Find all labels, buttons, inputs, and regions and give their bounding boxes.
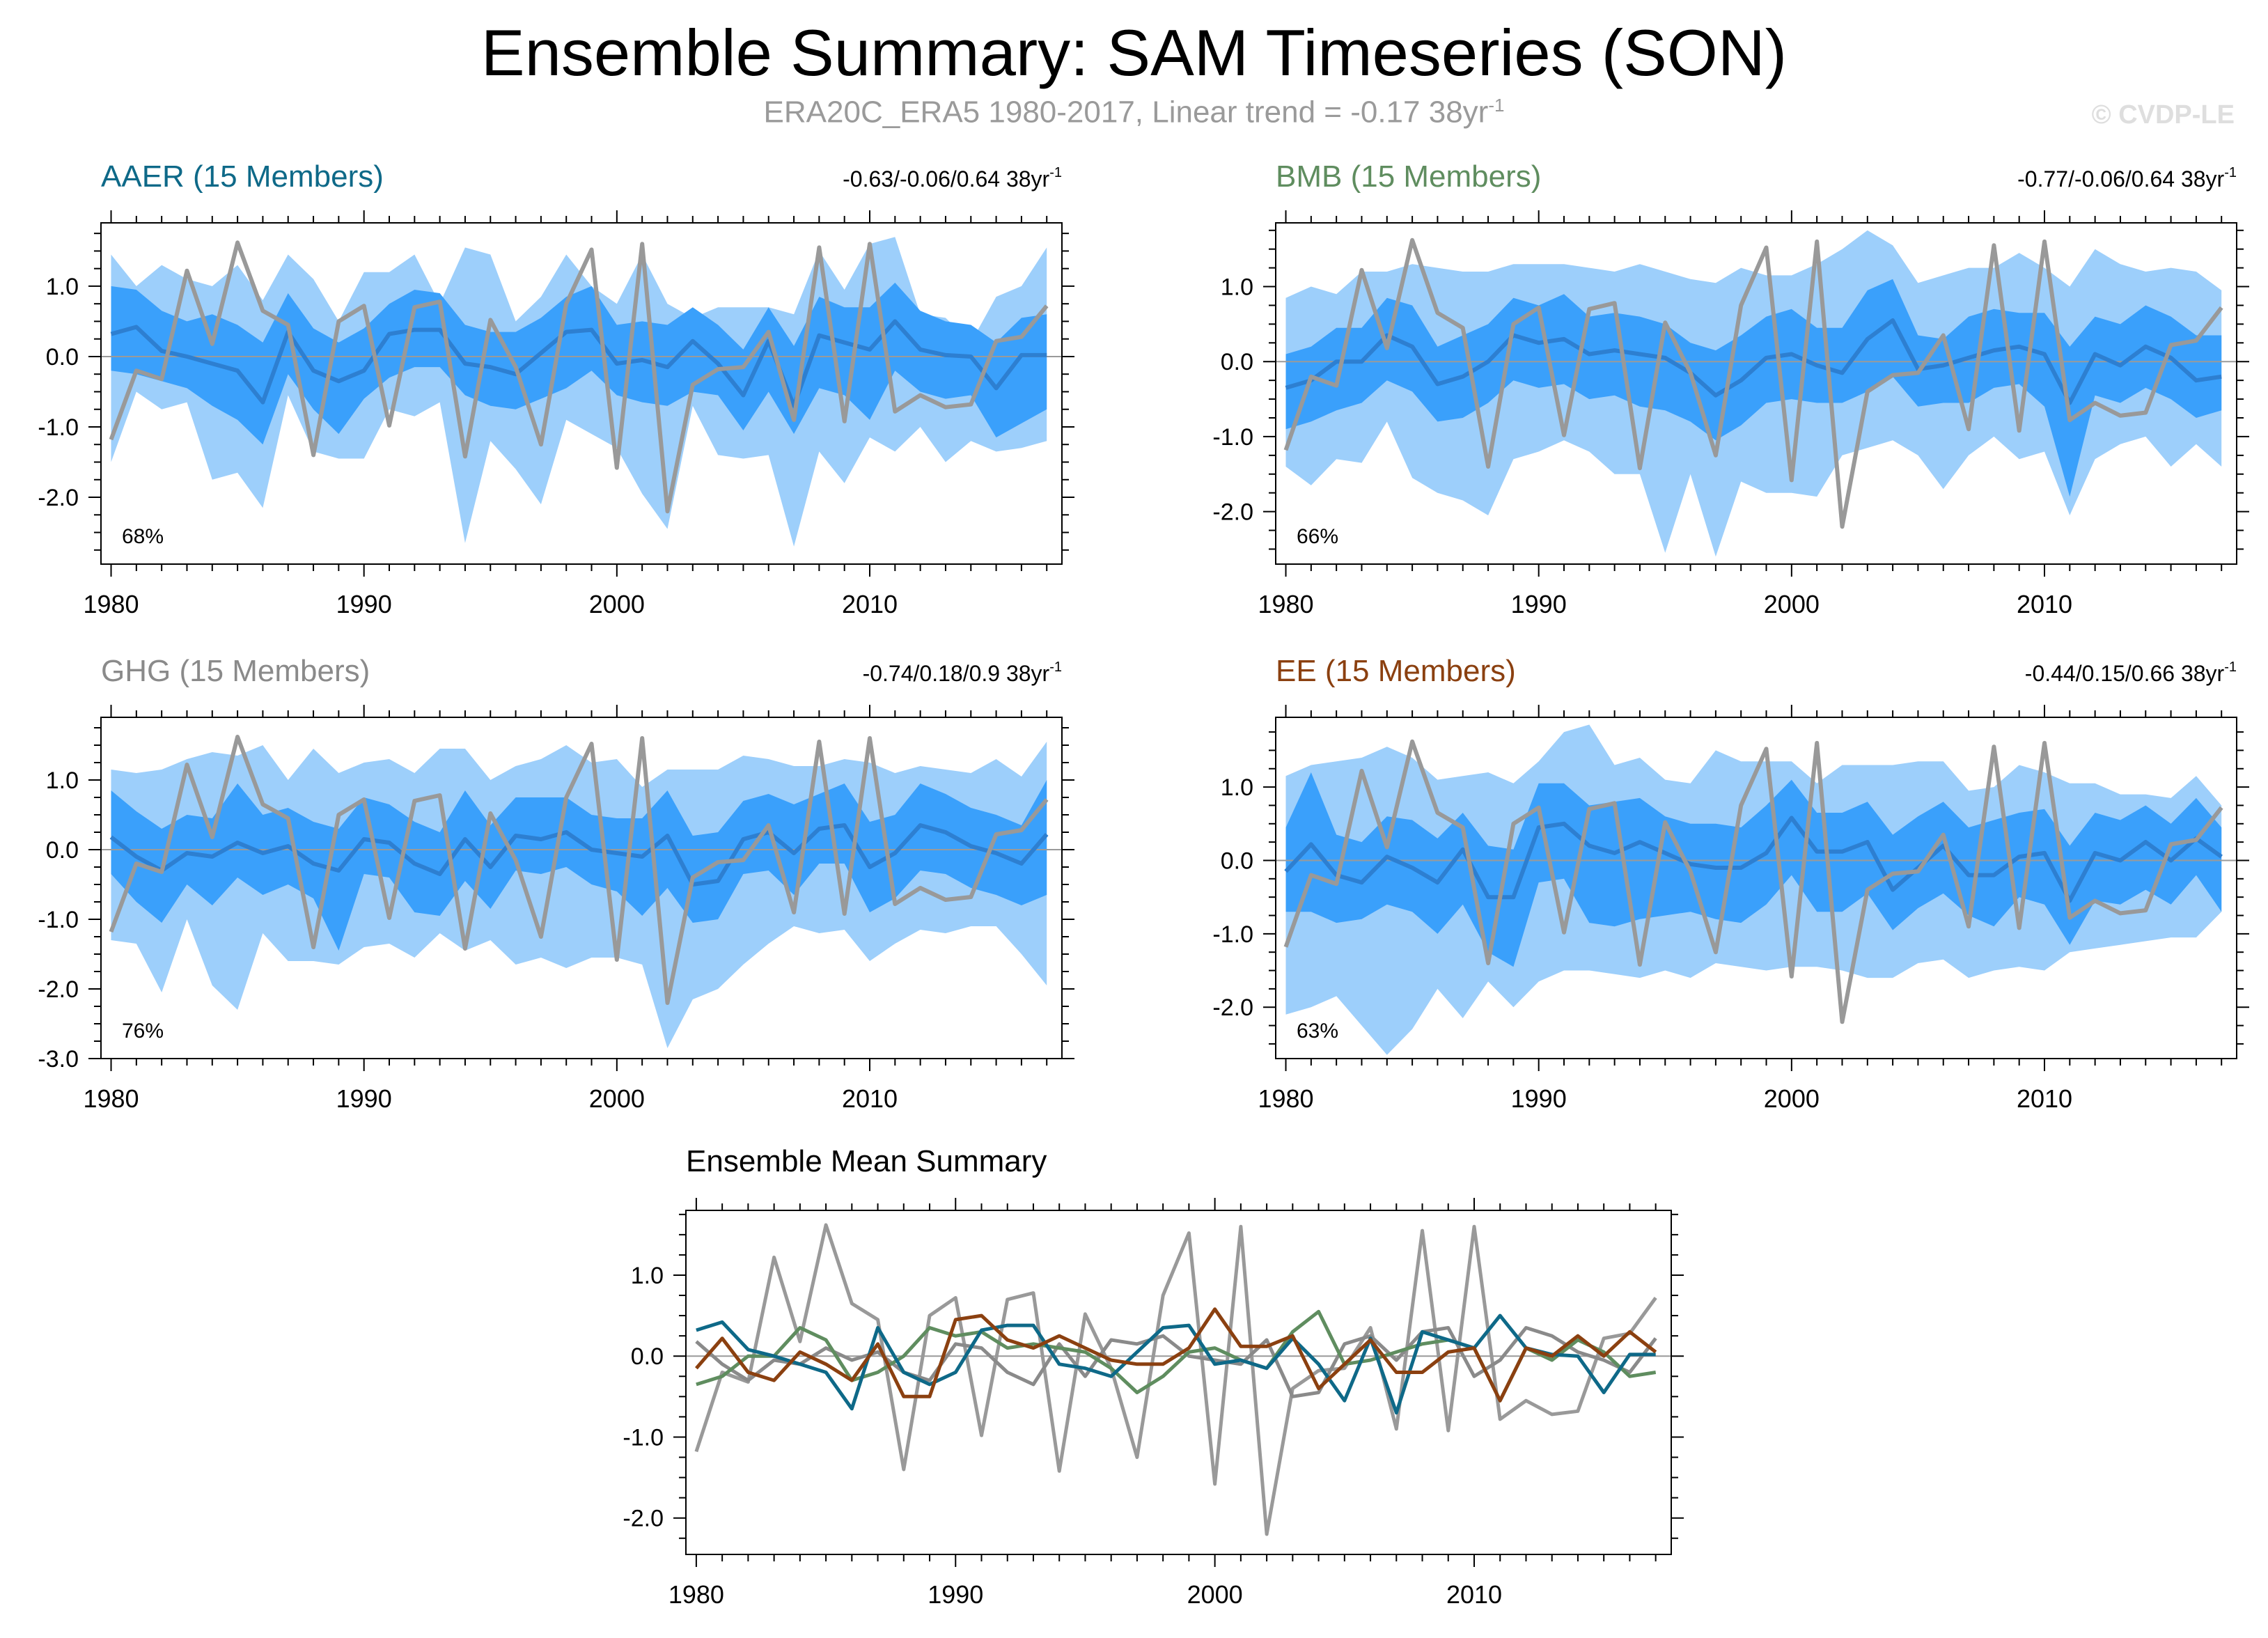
inner-spread-band [1285,772,2222,967]
plot-area [686,1223,1671,1536]
plot-frame [100,717,1063,1059]
plot-frame [1275,222,2237,565]
y-tick-label: 1.0 [631,1263,664,1289]
series-line-aaer [696,1313,1656,1415]
panel-ee: 1.0 0.0 -1.0 -2.0 1980 1990 2000 2010 EE (15 Mem… [1212,654,2249,1113]
x-tick-label: 1980 [1258,590,1313,618]
percent-label: 68% [122,525,164,548]
x-tick-label: 2010 [1446,1580,1502,1609]
trend-text: -0.77/-0.06/0.64 38yr-1 [2017,165,2237,192]
x-tick-label: 2010 [842,1084,898,1113]
observed-line [1283,237,2223,529]
plot-frame [685,1210,1672,1555]
y-tick-label: 1.0 [46,274,79,300]
x-tick-label: 1990 [928,1580,983,1609]
plot-area [101,735,1062,1048]
inner-spread-band [111,282,1047,445]
trend-text: -0.44/0.15/0.66 38yr-1 [2025,660,2237,686]
subtitle-superscript: -1 [1488,95,1505,116]
panel-summary: 1.0 0.0 -1.0 -2.0 1980 1990 2000 2010 Ensemble M… [623,1144,1684,1609]
observed-line [1283,739,2223,1024]
y-tick-label: -2.0 [38,485,79,511]
panel-bmb: 1.0 0.0 -1.0 -2.0 1980 1990 2000 2010 BMB (15 Me… [1212,159,2249,618]
y-tick-label: -1.0 [1212,424,1253,451]
figure-title: Ensemble Summary: SAM Timeseries (SON) [480,16,1788,89]
y-tick-label: 0.0 [1221,349,1253,375]
y-tick-label: -1.0 [38,907,79,933]
tick-marks [673,1198,1684,1567]
inner-spread-band [1285,279,2222,497]
y-tick-label: -1.0 [1212,921,1253,948]
x-tick-label: 1980 [668,1580,724,1609]
inner-spread-band [111,780,1047,951]
series-line-ghg [695,1326,1657,1398]
watermark: © CVDP-LE [2091,100,2235,130]
y-tick-label: -1.0 [623,1424,664,1451]
ensemble-mean-line [109,823,1049,887]
panel-title: GHG (15 Members) [101,654,370,688]
series-line-observed [694,1223,1657,1536]
observed-line [109,240,1049,514]
plot-frame [1275,717,2237,1059]
x-tick-label: 1980 [83,1084,139,1113]
plot-area [101,237,1062,547]
panel-title: BMB (15 Members) [1276,159,1541,194]
x-tick-label: 1990 [336,1084,392,1113]
y-tick-label: -3.0 [38,1046,79,1072]
x-tick-label: 2000 [1764,590,1820,618]
y-tick-label: 0.0 [46,837,79,864]
figure-subtitle: ERA20C_ERA5 1980-2017, Linear trend = -0… [0,95,2268,130]
x-tick-label: 2000 [1187,1580,1243,1609]
percent-label: 63% [1297,1020,1338,1043]
series-line-ee [695,1307,1657,1403]
tick-marks [1263,210,2249,577]
y-tick-label: -2.0 [1212,994,1253,1021]
y-tick-label: 1.0 [1221,274,1253,301]
observed-line [109,735,1049,1005]
x-tick-label: 2000 [589,1084,645,1113]
x-tick-label: 2010 [2017,1084,2072,1113]
x-tick-label: 2010 [842,590,898,618]
x-tick-label: 1980 [83,590,139,618]
y-tick-label: -2.0 [623,1506,664,1532]
trend-text: -0.63/-0.06/0.64 38yr-1 [843,165,1062,192]
x-tick-label: 1990 [1511,1084,1567,1113]
tick-marks [88,210,1074,577]
trend-text: -0.74/0.18/0.9 38yr-1 [863,660,1062,686]
tick-marks [1263,705,2249,1071]
panel-title: Ensemble Mean Summary [686,1144,1047,1178]
percent-label: 66% [1297,525,1338,548]
plot-frame [100,222,1063,565]
y-tick-label: 1.0 [46,767,79,794]
plot-area [1276,724,2237,1055]
ensemble-mean-line [110,319,1047,408]
y-tick-label: -2.0 [38,976,79,1003]
y-tick-label: 0.0 [631,1343,664,1370]
panel-aaer: 1.0 0.0 -1.0 -2.0 1980 1990 2000 2010 AAER (15 M… [38,159,1074,618]
tick-marks [88,705,1074,1071]
x-tick-label: 1990 [1511,590,1567,618]
x-tick-label: 2010 [2017,590,2072,618]
panel-title: EE (15 Members) [1276,654,1516,688]
plot-area [1276,230,2237,557]
y-tick-label: 0.0 [1221,848,1253,874]
subtitle-text: ERA20C_ERA5 1980-2017, Linear trend = -0… [763,95,1489,130]
y-tick-label: -2.0 [1212,499,1253,526]
percent-label: 76% [122,1020,164,1043]
x-tick-label: 1990 [336,590,392,618]
y-tick-label: -1.0 [38,414,79,441]
x-tick-label: 2000 [589,590,645,618]
x-tick-label: 1980 [1258,1084,1313,1113]
y-tick-label: 0.0 [46,344,79,370]
y-tick-label: 1.0 [1221,774,1253,801]
panel-title: AAER (15 Members) [101,159,384,194]
x-tick-label: 2000 [1764,1084,1820,1113]
